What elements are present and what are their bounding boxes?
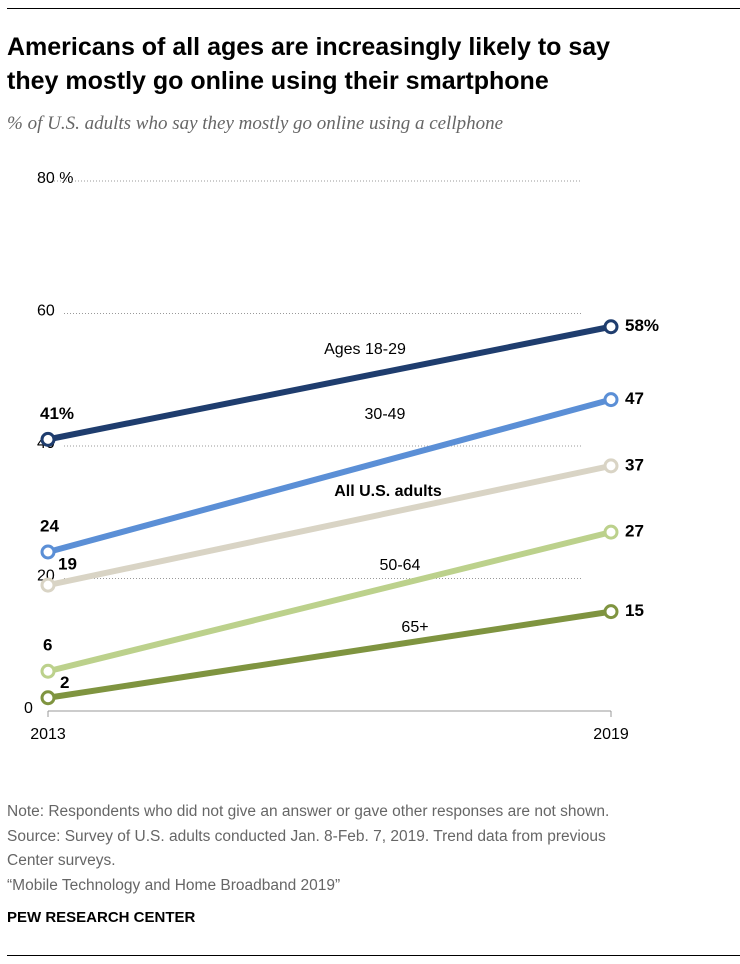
point [603, 458, 619, 474]
source-org: PEW RESEARCH CENTER [7, 909, 196, 926]
notes: Note: Respondents who did not give an an… [7, 800, 609, 898]
value-label: 37 [625, 455, 644, 474]
series-line [47, 323, 612, 443]
x-tick-label: 2019 [593, 726, 629, 743]
bottom-rule [7, 955, 740, 956]
value-label: 2 [60, 673, 69, 692]
value-label: 15 [625, 601, 644, 620]
value-label: 47 [625, 389, 644, 408]
series-line [47, 608, 612, 701]
note-line: Center surveys. [7, 852, 116, 869]
value-label: 41% [40, 404, 74, 423]
point [40, 577, 56, 593]
value-label: 24 [40, 516, 59, 535]
point [603, 319, 619, 335]
x-tick-label: 2013 [30, 726, 66, 743]
note-line: Note: Respondents who did not give an an… [7, 803, 610, 820]
title-line: Americans of all ages are increasingly l… [7, 33, 611, 61]
value-label: 58% [625, 316, 659, 335]
value-label: 19 [58, 555, 77, 574]
point [603, 524, 619, 540]
series-line [47, 462, 612, 589]
point [40, 544, 56, 560]
point [40, 690, 56, 706]
point [40, 663, 56, 679]
point [40, 431, 56, 447]
y-tick-label: 80 % [37, 170, 73, 187]
series-line [47, 396, 612, 555]
series-label: Ages 18-29 [324, 341, 406, 358]
point [603, 392, 619, 408]
value-label: 27 [625, 522, 644, 541]
chart-subtitle: % of U.S. adults who say they mostly go … [7, 113, 504, 134]
series-line [47, 529, 612, 675]
title-line: they mostly go online using their smartp… [7, 67, 549, 95]
series-label: 50-64 [380, 557, 421, 574]
series-label: 30-49 [365, 406, 406, 423]
top-rule [7, 8, 740, 9]
point [603, 604, 619, 620]
y-tick-label: 0 [24, 700, 33, 717]
series-label: All U.S. adults [334, 483, 442, 500]
chart-title: Americans of all ages are increasingly l… [7, 30, 610, 98]
note-line: “Mobile Technology and Home Broadband 20… [7, 876, 341, 894]
value-label: 6 [43, 636, 52, 655]
series-label: 65+ [401, 619, 428, 636]
note-line: Source: Survey of U.S. adults conducted … [7, 827, 606, 845]
y-tick-label: 60 [37, 303, 55, 320]
